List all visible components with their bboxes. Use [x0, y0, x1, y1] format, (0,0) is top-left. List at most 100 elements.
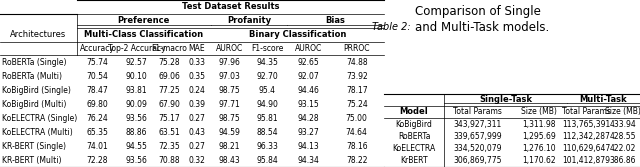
Text: 75.24: 75.24: [346, 100, 367, 109]
Text: 110,629,647: 110,629,647: [562, 144, 611, 153]
Text: 343,927,311: 343,927,311: [453, 120, 502, 129]
Text: KoBigBird (Single): KoBigBird (Single): [1, 86, 70, 95]
Text: 88.54: 88.54: [257, 128, 278, 137]
Text: 92.70: 92.70: [257, 72, 278, 81]
Text: 98.75: 98.75: [218, 114, 240, 123]
Text: 433.94: 433.94: [609, 120, 636, 129]
Text: Accuracy: Accuracy: [79, 44, 115, 53]
Text: 0.27: 0.27: [189, 142, 205, 151]
Text: 78.17: 78.17: [346, 86, 367, 95]
Text: F1-macro: F1-macro: [152, 44, 188, 53]
Text: 97.96: 97.96: [218, 58, 240, 67]
Text: 93.56: 93.56: [125, 114, 147, 123]
Text: RoBERTa (Single): RoBERTa (Single): [1, 58, 66, 67]
Text: 98.21: 98.21: [218, 142, 240, 151]
Text: 101,412,879: 101,412,879: [563, 156, 611, 165]
Text: 0.39: 0.39: [189, 100, 205, 109]
Text: 78.22: 78.22: [346, 155, 367, 164]
Text: KoBigBird (Multi): KoBigBird (Multi): [1, 100, 66, 109]
Text: 94.59: 94.59: [218, 128, 240, 137]
Text: 76.24: 76.24: [86, 114, 108, 123]
Text: Top-2 Accuracy: Top-2 Accuracy: [108, 44, 165, 53]
Text: 386.86: 386.86: [609, 156, 636, 165]
Text: 92.07: 92.07: [298, 72, 319, 81]
Text: 98.75: 98.75: [218, 86, 240, 95]
Text: 0.35: 0.35: [189, 72, 205, 81]
Text: 0.43: 0.43: [189, 128, 205, 137]
Text: 63.51: 63.51: [159, 128, 180, 137]
Text: Total Params: Total Params: [453, 107, 502, 116]
Text: 75.17: 75.17: [159, 114, 180, 123]
Text: 0.32: 0.32: [189, 155, 205, 164]
Text: 65.35: 65.35: [86, 128, 108, 137]
Text: 306,869,775: 306,869,775: [453, 156, 502, 165]
Text: 70.88: 70.88: [159, 155, 180, 164]
Text: Size (MB): Size (MB): [521, 107, 557, 116]
Text: 113,765,391: 113,765,391: [562, 120, 611, 129]
Text: Binary Classification: Binary Classification: [249, 30, 346, 39]
Text: 93.27: 93.27: [298, 128, 319, 137]
Text: 69.80: 69.80: [86, 100, 108, 109]
Text: KoELECTRA (Multi): KoELECTRA (Multi): [1, 128, 72, 137]
Text: Bias: Bias: [326, 16, 346, 25]
Text: 0.27: 0.27: [189, 114, 205, 123]
Text: 0.24: 0.24: [189, 86, 205, 95]
Text: 73.92: 73.92: [346, 72, 367, 81]
Text: 75.28: 75.28: [159, 58, 180, 67]
Text: 94.34: 94.34: [298, 155, 319, 164]
Text: 97.71: 97.71: [218, 100, 240, 109]
Text: 1,295.69: 1,295.69: [522, 132, 556, 141]
Text: Architectures: Architectures: [10, 30, 67, 39]
Text: 1,170.62: 1,170.62: [522, 156, 556, 165]
Text: 339,657,999: 339,657,999: [453, 132, 502, 141]
Text: KR-BERT (Multi): KR-BERT (Multi): [1, 155, 61, 164]
Text: 94.35: 94.35: [257, 58, 278, 67]
Text: RoBERTa (Multi): RoBERTa (Multi): [1, 72, 61, 81]
Text: Size (MB): Size (MB): [605, 107, 640, 116]
Text: 69.06: 69.06: [159, 72, 180, 81]
Text: 95.81: 95.81: [257, 114, 278, 123]
Text: 75.74: 75.74: [86, 58, 108, 67]
Text: 94.90: 94.90: [257, 100, 278, 109]
Text: 74.64: 74.64: [346, 128, 367, 137]
Text: 422.02: 422.02: [609, 144, 636, 153]
Text: 92.57: 92.57: [125, 58, 147, 67]
Text: KR-BERT (Single): KR-BERT (Single): [1, 142, 65, 151]
Text: 90.09: 90.09: [125, 100, 147, 109]
Text: 77.25: 77.25: [159, 86, 180, 95]
Text: Multi-Task: Multi-Task: [580, 95, 627, 104]
Text: Model: Model: [400, 107, 428, 116]
Text: 74.01: 74.01: [86, 142, 108, 151]
Text: AUROC: AUROC: [216, 44, 243, 53]
Text: 93.81: 93.81: [125, 86, 147, 95]
Text: 112,342,287: 112,342,287: [563, 132, 610, 141]
Text: MAE: MAE: [189, 44, 205, 53]
Text: 428.55: 428.55: [609, 132, 636, 141]
Text: Table 2:: Table 2:: [372, 22, 411, 32]
Text: 94.13: 94.13: [298, 142, 319, 151]
Text: 334,520,079: 334,520,079: [453, 144, 502, 153]
Text: 94.46: 94.46: [298, 86, 319, 95]
Text: 70.54: 70.54: [86, 72, 108, 81]
Text: 74.88: 74.88: [346, 58, 367, 67]
Text: KoELECTRA (Single): KoELECTRA (Single): [1, 114, 77, 123]
Text: 92.65: 92.65: [298, 58, 319, 67]
Text: 97.03: 97.03: [218, 72, 240, 81]
Text: 93.56: 93.56: [125, 155, 147, 164]
Text: 67.90: 67.90: [159, 100, 180, 109]
Text: 94.28: 94.28: [298, 114, 319, 123]
Text: 1,311.98: 1,311.98: [522, 120, 556, 129]
Text: 90.10: 90.10: [125, 72, 147, 81]
Text: 96.33: 96.33: [257, 142, 278, 151]
Text: 98.43: 98.43: [218, 155, 240, 164]
Text: Preference: Preference: [118, 16, 170, 25]
Text: Comparison of Single
and Multi-Task models.: Comparison of Single and Multi-Task mode…: [415, 5, 549, 34]
Text: F1-score: F1-score: [252, 44, 284, 53]
Text: Multi-Class Classification: Multi-Class Classification: [84, 30, 204, 39]
Text: 78.47: 78.47: [86, 86, 108, 95]
Text: KoBigBird: KoBigBird: [396, 120, 433, 129]
Text: 0.33: 0.33: [189, 58, 205, 67]
Text: RoBERTa: RoBERTa: [398, 132, 430, 141]
Text: Single-Task: Single-Task: [479, 95, 532, 104]
Text: 1,276.10: 1,276.10: [522, 144, 556, 153]
